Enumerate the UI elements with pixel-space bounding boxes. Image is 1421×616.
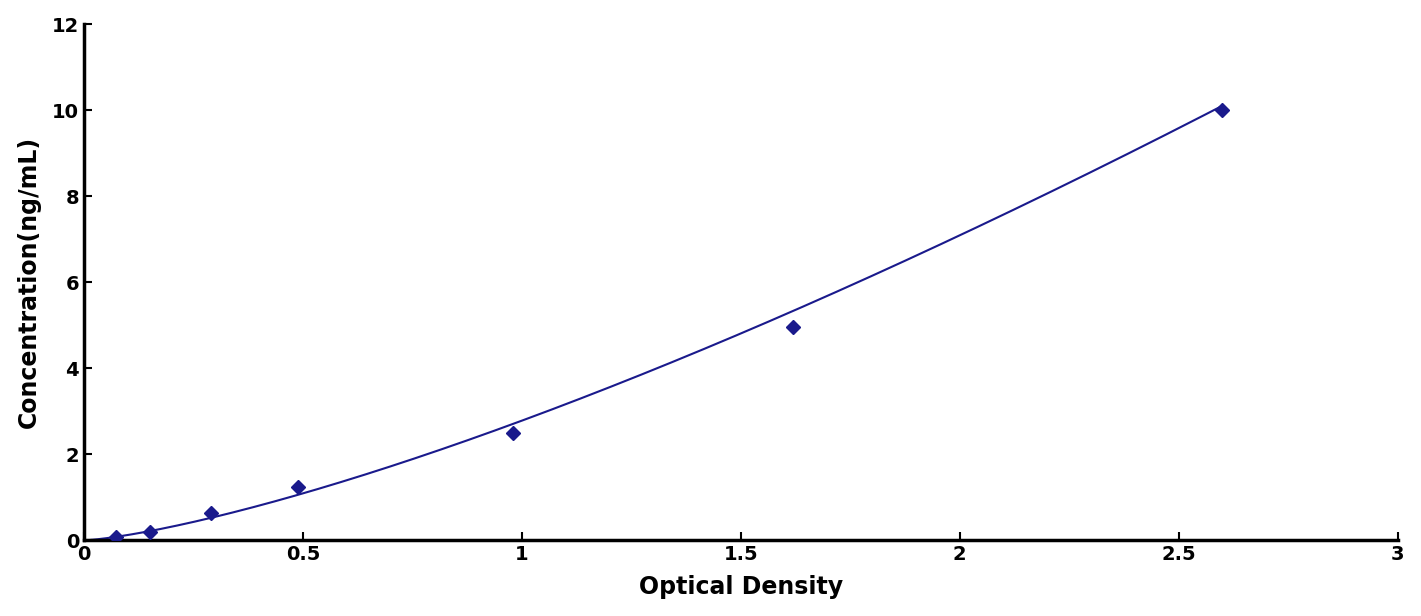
Y-axis label: Concentration(ng/mL): Concentration(ng/mL) bbox=[17, 136, 41, 428]
X-axis label: Optical Density: Optical Density bbox=[638, 575, 843, 599]
